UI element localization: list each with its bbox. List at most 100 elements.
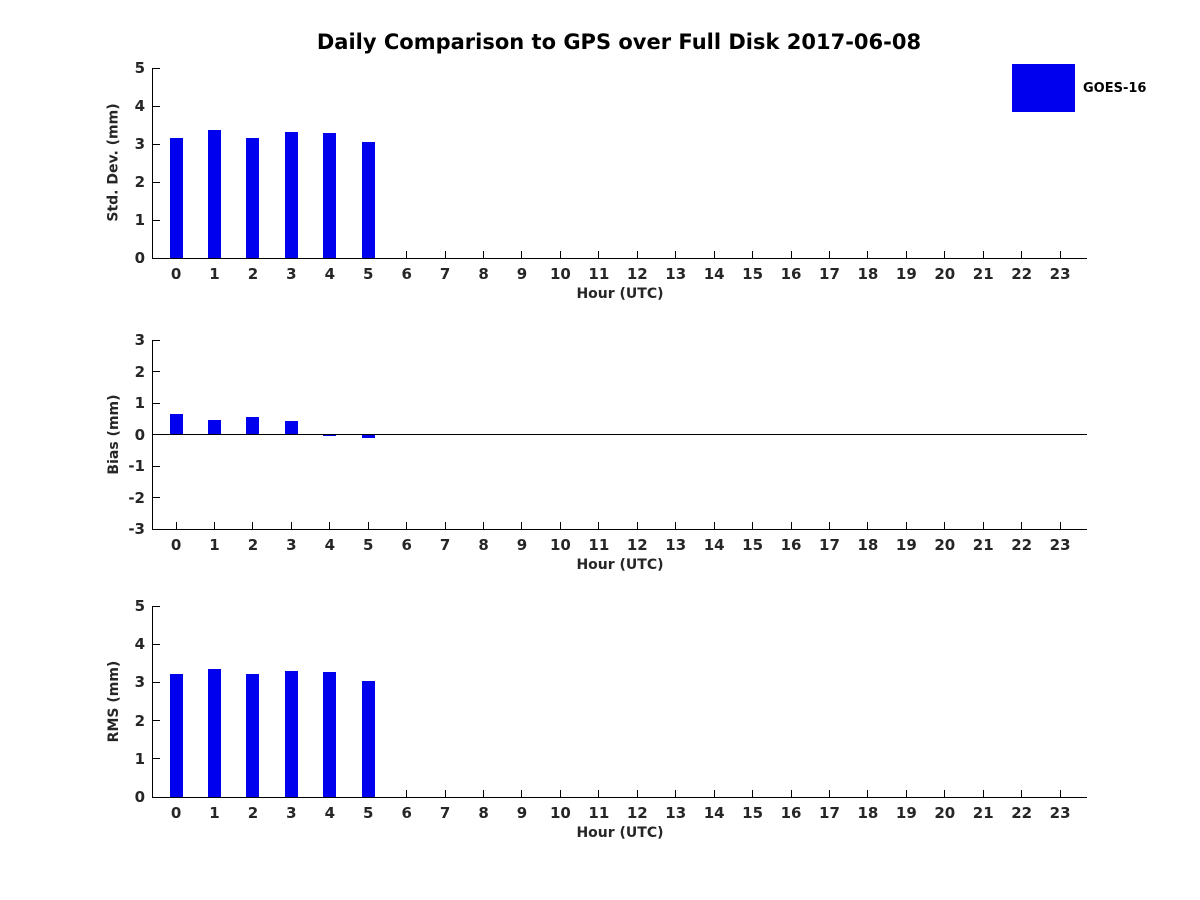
y-tick-label: 1 [134, 749, 145, 768]
x-tick-label: 16 [780, 265, 802, 283]
x-tick [598, 790, 600, 797]
y-tick [153, 219, 160, 221]
y-tick-label: 0 [134, 788, 145, 806]
y-tick [153, 67, 160, 69]
zero-line [153, 434, 1087, 435]
x-tick [1021, 790, 1023, 797]
x-tick-label: 11 [588, 536, 610, 554]
x-tick [521, 522, 523, 529]
x-tick-label: 3 [286, 536, 297, 554]
y-tick [153, 257, 160, 259]
bar-hour-4 [323, 133, 337, 258]
x-tick-label: 9 [516, 804, 528, 822]
y-tick [153, 497, 160, 498]
x-tick [675, 522, 677, 529]
x-tick-label: 3 [286, 804, 297, 822]
x-tick-label: 4 [324, 265, 336, 283]
x-tick-label: 16 [780, 536, 802, 554]
x-tick [444, 251, 446, 258]
x-tick [636, 790, 638, 797]
bar-hour-2 [246, 673, 260, 797]
x-tick-label: 0 [170, 265, 182, 283]
x-tick [252, 522, 254, 529]
bar-hour-0 [169, 137, 183, 258]
bar-hour-1 [207, 130, 221, 258]
x-tick-label: 17 [819, 804, 840, 822]
x-tick [790, 790, 792, 797]
x-tick [982, 790, 984, 797]
bar-hour-0 [169, 673, 183, 797]
y-axis-label: RMS (mm) [105, 660, 122, 742]
x-tick-label: 10 [549, 265, 571, 283]
bar-hour-1 [207, 669, 221, 797]
x-tick-label: 21 [972, 536, 994, 554]
x-tick-label: 22 [1011, 536, 1033, 554]
y-tick-label: 2 [134, 711, 145, 730]
bar-hour-0 [169, 414, 183, 435]
x-tick [867, 251, 869, 258]
x-tick-label: 20 [934, 536, 956, 554]
x-tick [790, 522, 792, 529]
x-tick-label: 11 [588, 804, 610, 822]
x-tick-label: 0 [170, 536, 182, 554]
x-tick-label: 1 [209, 536, 220, 554]
x-axis-label: Hour (UTC) [576, 557, 664, 573]
x-tick [675, 790, 677, 797]
x-tick-label: 10 [549, 804, 571, 822]
x-tick-label: 4 [324, 536, 336, 554]
x-tick-label: 17 [819, 536, 840, 554]
y-tick-label: 1 [134, 394, 145, 412]
x-tick-label: 18 [857, 804, 879, 822]
x-tick-label: 21 [972, 265, 994, 283]
x-axis-label: Hour (UTC) [576, 825, 664, 841]
y-tick [153, 758, 160, 760]
x-tick [559, 251, 561, 258]
y-tick-label: 2 [134, 362, 145, 381]
y-tick-label: 0 [134, 425, 145, 444]
x-tick-label: 6 [401, 265, 412, 283]
x-tick-label: 8 [478, 804, 489, 822]
bar-hour-4 [323, 434, 337, 437]
x-tick [944, 790, 946, 797]
x-tick [944, 251, 946, 258]
x-tick [598, 522, 600, 529]
x-tick-label: 7 [439, 804, 451, 822]
x-tick [406, 522, 408, 529]
x-tick-label: 14 [703, 536, 725, 554]
x-tick-label: 13 [665, 536, 687, 554]
x-tick-label: 7 [439, 265, 451, 283]
x-axis-label: Hour (UTC) [576, 286, 664, 302]
bar-hour-4 [323, 672, 337, 797]
y-tick [153, 371, 160, 372]
x-tick [752, 522, 754, 529]
x-tick [905, 251, 907, 258]
bar-hour-3 [284, 132, 298, 258]
x-tick-label: 3 [286, 265, 297, 283]
x-tick [867, 522, 869, 529]
x-tick-label: 15 [742, 265, 764, 283]
bar-hour-5 [361, 142, 375, 258]
bar-hour-1 [207, 419, 221, 435]
x-tick [444, 522, 446, 529]
x-tick-label: 2 [247, 265, 259, 283]
x-tick [598, 251, 600, 258]
x-tick-label: 0 [170, 804, 182, 822]
y-tick-label: 4 [134, 635, 145, 654]
x-tick-label: 4 [324, 804, 336, 822]
x-tick-label: 14 [703, 804, 725, 822]
x-tick-label: 23 [1049, 536, 1071, 554]
y-tick [153, 402, 160, 404]
x-tick [790, 251, 792, 258]
x-tick-label: 8 [478, 265, 489, 283]
y-tick-label: 5 [134, 59, 145, 77]
x-tick-label: 12 [626, 804, 648, 822]
y-tick [153, 796, 160, 798]
x-tick [713, 790, 715, 797]
y-tick [153, 181, 160, 183]
bar-hour-2 [246, 416, 260, 435]
x-tick [982, 251, 984, 258]
y-tick [153, 339, 160, 341]
y-tick-label: -3 [128, 520, 145, 538]
x-tick-label: 10 [549, 536, 571, 554]
